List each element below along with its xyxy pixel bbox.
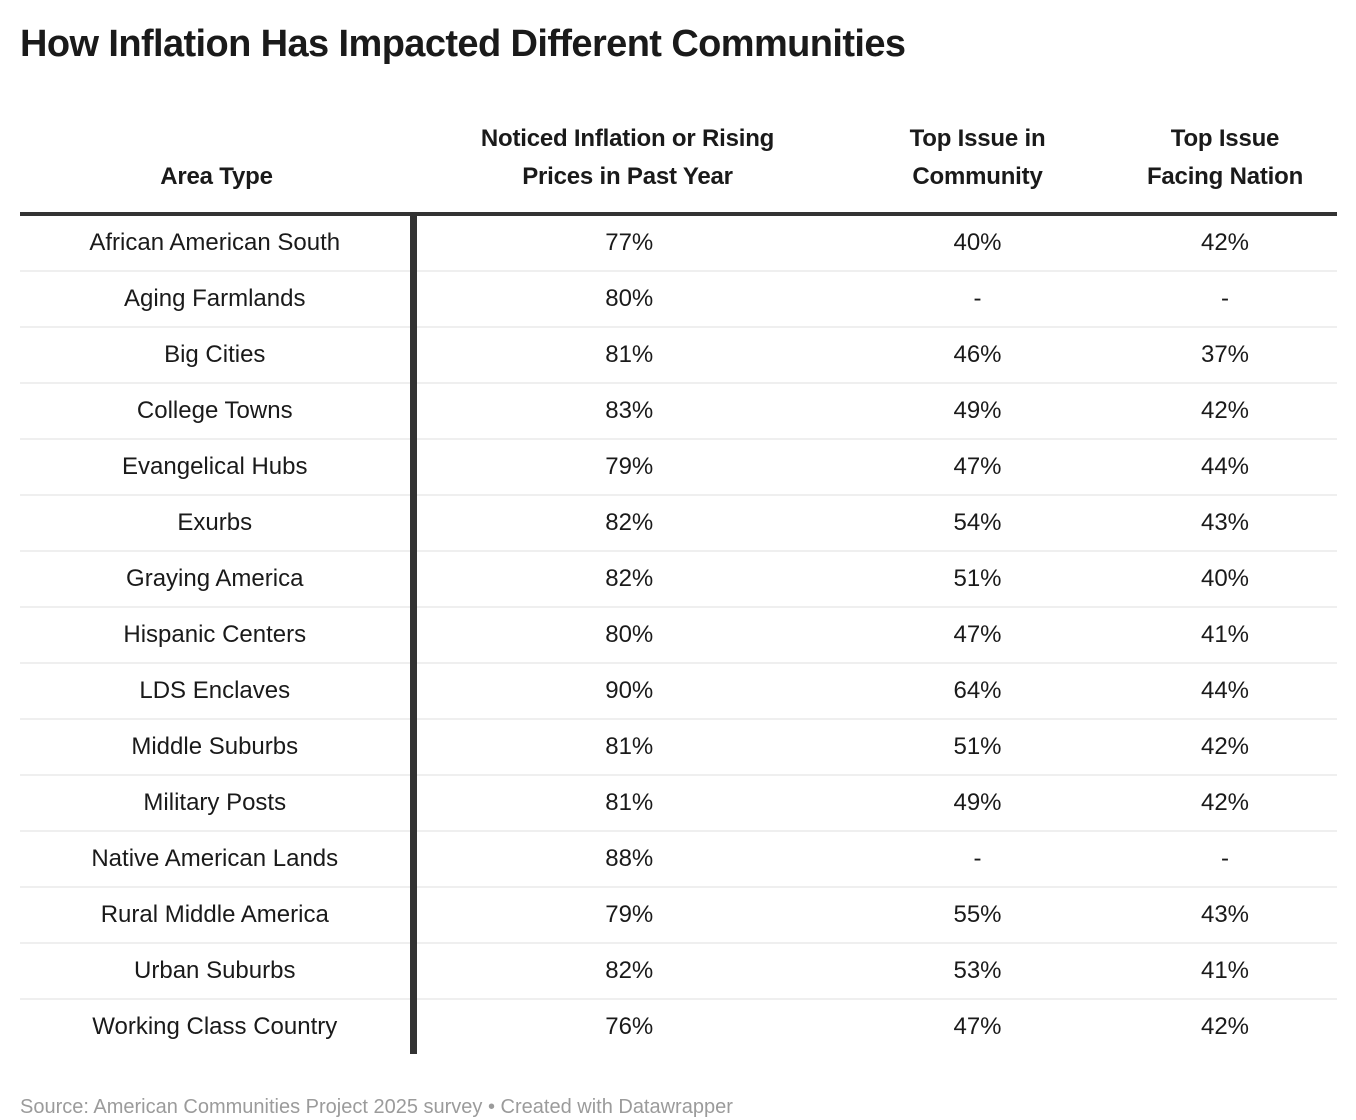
cell-area: Rural Middle America [20, 887, 417, 944]
cell-nation: 42% [1113, 214, 1337, 272]
cell-community: 49% [842, 383, 1113, 440]
cell-community: 54% [842, 495, 1113, 552]
cell-area: LDS Enclaves [20, 663, 417, 720]
column-header-line: Top Issue in [909, 125, 1046, 152]
cell-area: Working Class Country [20, 999, 417, 1054]
cell-noticed: 79% [413, 887, 842, 944]
cell-nation: - [1113, 831, 1337, 888]
cell-nation: 40% [1113, 551, 1337, 608]
cell-community: - [842, 271, 1113, 328]
cell-community: 49% [842, 775, 1113, 832]
cell-area: Evangelical Hubs [20, 439, 417, 496]
cell-community: 47% [842, 439, 1113, 496]
cell-area: Urban Suburbs [20, 943, 417, 1000]
cell-community: 64% [842, 663, 1113, 720]
source-note: Source: American Communities Project 202… [20, 1096, 733, 1118]
cell-nation: - [1113, 271, 1337, 328]
data-table: Area Type Noticed Inflation or Rising Pric… [20, 120, 1337, 1054]
cell-noticed: 81% [413, 327, 842, 384]
cell-area: Exurbs [20, 495, 417, 552]
table-row: Urban Suburbs 82% 53% 41% [20, 943, 1337, 1000]
cell-community: 51% [842, 719, 1113, 776]
table-row: College Towns 83% 49% 42% [20, 383, 1337, 440]
cell-noticed: 81% [413, 775, 842, 832]
column-header-area: Area Type [20, 120, 413, 216]
cell-community: 40% [842, 214, 1113, 272]
cell-noticed: 88% [413, 831, 842, 888]
cell-noticed: 90% [413, 663, 842, 720]
cell-area: Hispanic Centers [20, 607, 417, 664]
table-row: Native American Lands 88% - - [20, 831, 1337, 888]
column-header-nation: Top Issue Facing Nation [1113, 120, 1337, 216]
cell-nation: 43% [1113, 887, 1337, 944]
cell-noticed: 77% [413, 214, 842, 272]
cell-community: 46% [842, 327, 1113, 384]
cell-community: 55% [842, 887, 1113, 944]
cell-community: - [842, 831, 1113, 888]
column-header-community: Top Issue in Community [842, 120, 1113, 216]
table-row: Middle Suburbs 81% 51% 42% [20, 719, 1337, 776]
cell-area: Native American Lands [20, 831, 417, 888]
cell-noticed: 79% [413, 439, 842, 496]
cell-nation: 41% [1113, 943, 1337, 1000]
cell-community: 47% [842, 607, 1113, 664]
cell-noticed: 80% [413, 271, 842, 328]
table-row: African American South 77% 40% 42% [20, 214, 1337, 272]
column-header-line: Facing Nation [1146, 163, 1304, 190]
cell-nation: 43% [1113, 495, 1337, 552]
cell-nation: 42% [1113, 719, 1337, 776]
cell-noticed: 82% [413, 495, 842, 552]
cell-noticed: 83% [413, 383, 842, 440]
column-header-line: Prices in Past Year [522, 163, 733, 190]
table-row: Big Cities 81% 46% 37% [20, 327, 1337, 384]
table-row: Aging Farmlands 80% - - [20, 271, 1337, 328]
cell-nation: 41% [1113, 607, 1337, 664]
cell-community: 51% [842, 551, 1113, 608]
table-body: African American South 77% 40% 42% Aging Far… [20, 214, 1337, 1054]
cell-area: Middle Suburbs [20, 719, 417, 776]
cell-area: African American South [20, 214, 417, 272]
cell-community: 47% [953, 1013, 1002, 1040]
cell-nation: 37% [1113, 327, 1337, 384]
table-head: Area Type Noticed Inflation or Rising Pric… [20, 120, 1337, 216]
table-row: Exurbs 82% 54% 43% [20, 495, 1337, 552]
table-row: Hispanic Centers 80% 47% 41% [20, 607, 1337, 664]
cell-area: Aging Farmlands [20, 271, 417, 328]
cell-nation: 42% [1113, 383, 1337, 440]
table-row: Evangelical Hubs 79% 47% 44% [20, 439, 1337, 496]
cell-noticed: 80% [413, 607, 842, 664]
column-header-line: Area Type [160, 163, 273, 190]
table-row: Rural Middle America 79% 55% 43% [20, 887, 1337, 944]
cell-nation: 44% [1113, 663, 1337, 720]
cell-nation: 42% [1113, 775, 1337, 832]
table-row: LDS Enclaves 90% 64% 44% [20, 663, 1337, 720]
table-row: Military Posts 81% 49% 42% [20, 775, 1337, 832]
cell-noticed: 82% [413, 551, 842, 608]
column-header-line: Noticed Inflation or Rising [480, 125, 775, 152]
column-header-line: Community [912, 163, 1043, 190]
cell-noticed: 82% [413, 943, 842, 1000]
table-row: Graying America 82% 51% 40% [20, 551, 1337, 608]
table-row: Working Class Country 76% 47% 42% [20, 999, 1337, 1054]
column-header-noticed: Noticed Inflation or Rising Prices in Pas… [413, 120, 842, 216]
cell-area: College Towns [20, 383, 417, 440]
header-row: Area Type Noticed Inflation or Rising Pric… [20, 120, 1337, 216]
column-header-line: Top Issue [1170, 125, 1280, 152]
cell-nation: 42% [1200, 1013, 1250, 1040]
cell-area: Military Posts [20, 775, 417, 832]
cell-nation: 44% [1113, 439, 1337, 496]
page-title: How Inflation Has Impacted Different Com… [20, 23, 906, 65]
cell-area: Big Cities [20, 327, 417, 384]
cell-area: Graying America [20, 551, 417, 608]
cell-community: 53% [842, 943, 1113, 1000]
cell-noticed: 76% [605, 1013, 654, 1040]
cell-noticed: 81% [413, 719, 842, 776]
